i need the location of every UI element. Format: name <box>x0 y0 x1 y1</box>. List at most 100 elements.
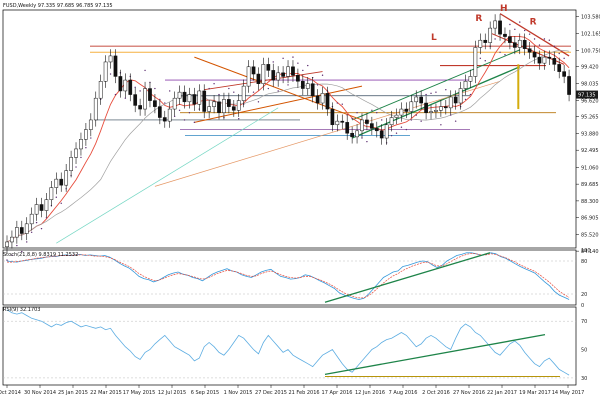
candle-body <box>167 108 172 122</box>
sar-dot <box>415 114 417 116</box>
candle-body <box>562 71 566 77</box>
sar-dot <box>504 54 506 56</box>
candle-body <box>123 79 128 92</box>
candle-body <box>10 236 14 243</box>
x-tick-label: 6 Sep 2015 <box>191 390 220 396</box>
candle-body <box>443 106 448 109</box>
candle-body <box>512 42 517 48</box>
price-y-tick-label: 95.265 <box>581 115 599 121</box>
rsi-y-tick-label: 30 <box>581 376 587 382</box>
candle-body <box>192 94 197 105</box>
candle-body <box>197 90 202 105</box>
sar-dot <box>252 91 255 93</box>
candle-body <box>439 106 443 111</box>
candle-body <box>15 227 19 238</box>
candle-body <box>488 27 493 43</box>
sar-dot <box>114 93 117 96</box>
rsi-trendline <box>324 334 546 376</box>
candle-body <box>19 227 24 234</box>
sar-dot <box>40 227 43 230</box>
x-tick-label: 17 Apr 2016 <box>322 390 353 396</box>
candle-body <box>345 122 350 134</box>
candle-body <box>478 39 483 48</box>
candle-body <box>369 123 374 129</box>
stochastic-y-tick-label: 0 <box>581 303 584 309</box>
sar-dot <box>75 166 77 168</box>
candle-body <box>374 128 379 132</box>
candle-body <box>202 90 207 112</box>
sar-dot <box>11 254 13 256</box>
sar-dot <box>35 221 38 224</box>
sar-dot <box>85 147 87 149</box>
candle-body <box>483 39 488 43</box>
target-projection <box>517 64 520 110</box>
sar-dot <box>134 86 136 89</box>
candle-body <box>360 119 364 132</box>
price-y-tick-label: 96.620 <box>581 98 599 104</box>
price-y-tick-label: 85.520 <box>581 232 599 238</box>
candle-body <box>217 101 221 113</box>
price-frame <box>2 9 577 249</box>
head-shoulders-trend <box>499 13 570 57</box>
sar-dot <box>553 45 555 47</box>
sar-dot <box>139 90 141 92</box>
candle-body <box>207 106 212 112</box>
sar-dot <box>193 121 196 124</box>
candle-body <box>389 117 394 126</box>
candle-body <box>271 70 276 81</box>
stochastic-d-line <box>7 252 570 299</box>
candle-body <box>527 48 532 53</box>
candle-body <box>177 91 182 99</box>
sar-dot <box>440 124 442 126</box>
price-y-tick-label: 86.905 <box>581 216 599 222</box>
candle-body <box>153 100 157 107</box>
price-y-tick-label: 89.685 <box>581 182 599 188</box>
candle-body <box>508 36 512 43</box>
candle-body <box>84 129 88 140</box>
stochastic-trendline <box>324 252 491 303</box>
sar-dot <box>395 132 398 134</box>
candle-body <box>384 124 389 139</box>
price-y-tick-label: 92.495 <box>581 148 599 154</box>
price-panel-header: FUSD,Weekly 97.335 97.685 96.785 97.135 <box>3 3 113 9</box>
x-tick-label: 12 Jun 2016 <box>355 390 385 396</box>
sar-dot <box>351 118 353 120</box>
candle-body <box>162 117 167 122</box>
sar-dot <box>282 57 284 60</box>
sar-dot <box>109 73 112 75</box>
sar-dot <box>55 196 58 198</box>
x-tick-label: 12 Jul 2015 <box>158 390 186 396</box>
candle-body <box>399 108 404 116</box>
sar-dot <box>499 51 501 53</box>
candle-body <box>39 204 44 211</box>
sar-dot <box>90 137 92 139</box>
price-panel: 103.580102.165100.75099.42098.03596.6209… <box>2 4 600 261</box>
x-tick-label: 19 Mar 2017 <box>519 390 551 396</box>
candle-body <box>503 33 507 37</box>
sar-dot <box>183 119 186 121</box>
candle-body <box>409 101 414 112</box>
candle-body <box>143 88 147 110</box>
sar-dot <box>563 57 565 60</box>
pattern-label: R <box>530 17 537 27</box>
candle-body <box>291 66 295 76</box>
pattern-label: R <box>475 14 482 24</box>
sar-dot <box>430 92 432 95</box>
sar-dot <box>26 241 28 243</box>
price-y-tick-label: 84.140 <box>581 249 599 255</box>
sar-dot <box>484 60 486 62</box>
candle-body <box>54 178 59 188</box>
candle-body <box>69 157 73 171</box>
candle-body <box>118 76 123 92</box>
x-tick-label: 7 Aug 2016 <box>389 390 418 396</box>
candle-body <box>424 102 428 113</box>
sar-dot <box>514 28 516 31</box>
candle-body <box>434 110 438 112</box>
sar-dot <box>479 57 482 60</box>
sar-dot <box>188 111 191 114</box>
candle-body <box>286 66 290 77</box>
sar-dot <box>277 90 279 92</box>
candle-body <box>542 56 547 64</box>
x-tick-label: 25 Jan 2015 <box>58 390 88 396</box>
sar-dot <box>454 120 457 122</box>
